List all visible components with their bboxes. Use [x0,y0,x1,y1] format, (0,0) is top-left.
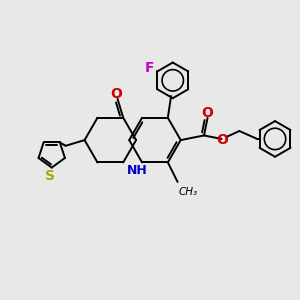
Text: S: S [45,169,55,182]
Text: F: F [145,61,154,76]
Text: O: O [202,106,214,120]
Text: O: O [111,87,122,101]
Text: O: O [217,133,228,147]
Text: CH₃: CH₃ [178,187,198,197]
Text: NH: NH [127,164,148,177]
